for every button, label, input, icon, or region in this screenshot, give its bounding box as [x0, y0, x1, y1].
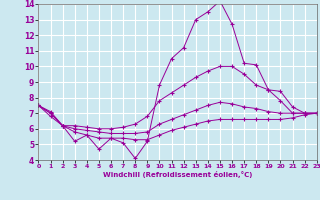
X-axis label: Windchill (Refroidissement éolien,°C): Windchill (Refroidissement éolien,°C) — [103, 171, 252, 178]
